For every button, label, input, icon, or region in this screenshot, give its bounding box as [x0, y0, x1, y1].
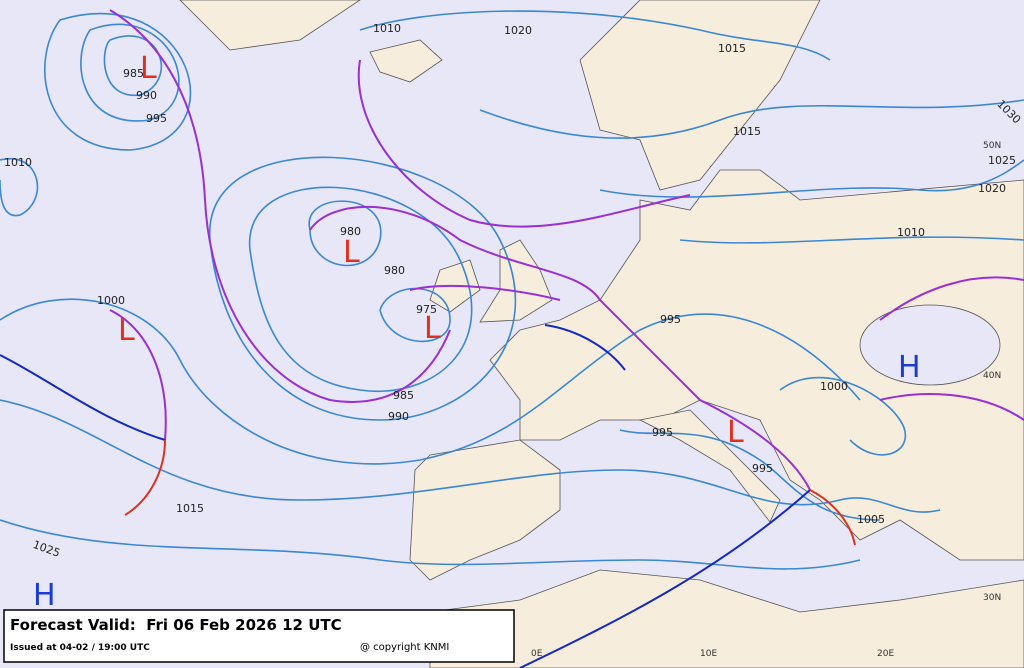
isobar-label: 1010 — [4, 156, 32, 169]
grid-labels: 50N 40N 30N 0E 10E 20E — [531, 141, 1001, 659]
fronts — [0, 9, 1024, 668]
pressure-center: L — [424, 311, 441, 346]
grid-label: 30N — [983, 593, 1001, 603]
copyright: @ copyright KNMI — [360, 642, 449, 653]
isobar-label: 995 — [652, 426, 673, 439]
pressure-center: H — [33, 578, 56, 613]
isobar-label: 1020 — [504, 24, 532, 37]
isobar-label: 995 — [146, 112, 167, 125]
isobar-label: 975 — [416, 303, 437, 316]
isobar-label: 1020 — [978, 182, 1006, 195]
info-box-frame — [3, 609, 515, 663]
grid-label: 50N — [983, 141, 1001, 151]
pressure-center: L — [343, 235, 360, 270]
pressure-center: H — [898, 350, 921, 385]
isobar-label: 1000 — [820, 380, 848, 393]
isobars — [0, 10, 1024, 570]
isobar-label: 1010 — [373, 22, 401, 35]
pressure-center: L — [118, 313, 135, 348]
pressure-center: L — [727, 415, 744, 450]
isobar-label: 1015 — [733, 125, 761, 138]
grid-label: 0E — [531, 649, 543, 659]
isobar-label: 1015 — [718, 42, 746, 55]
isobar-label: 980 — [340, 225, 361, 238]
isobar-label: 1005 — [857, 513, 885, 526]
isobar-label: 995 — [752, 462, 773, 475]
isobar-label: 985 — [123, 67, 144, 80]
isobar-label: 980 — [384, 264, 405, 277]
isobar-label: 1000 — [97, 294, 125, 307]
isobar-label: 985 — [393, 389, 414, 402]
forecast-valid: Forecast Valid: Fri 06 Feb 2026 12 UTC — [10, 616, 342, 634]
isobar-label: 990 — [388, 410, 409, 423]
grid-label: 20E — [877, 649, 894, 659]
grid-label: 10E — [700, 649, 717, 659]
isobar-label: 995 — [660, 313, 681, 326]
pressure-center: L — [140, 51, 157, 86]
isobar-label: 1025 — [988, 154, 1016, 167]
isobar-label: 1015 — [176, 502, 204, 515]
info-box: Forecast Valid: Fri 06 Feb 2026 12 UTC I… — [3, 609, 515, 663]
land — [179, 0, 1024, 668]
issued: Issued at 04-02 / 19:00 UTC — [10, 643, 150, 653]
isobar-label: 1010 — [897, 226, 925, 239]
grid-label: 40N — [983, 371, 1001, 381]
isobar-label: 990 — [136, 89, 157, 102]
